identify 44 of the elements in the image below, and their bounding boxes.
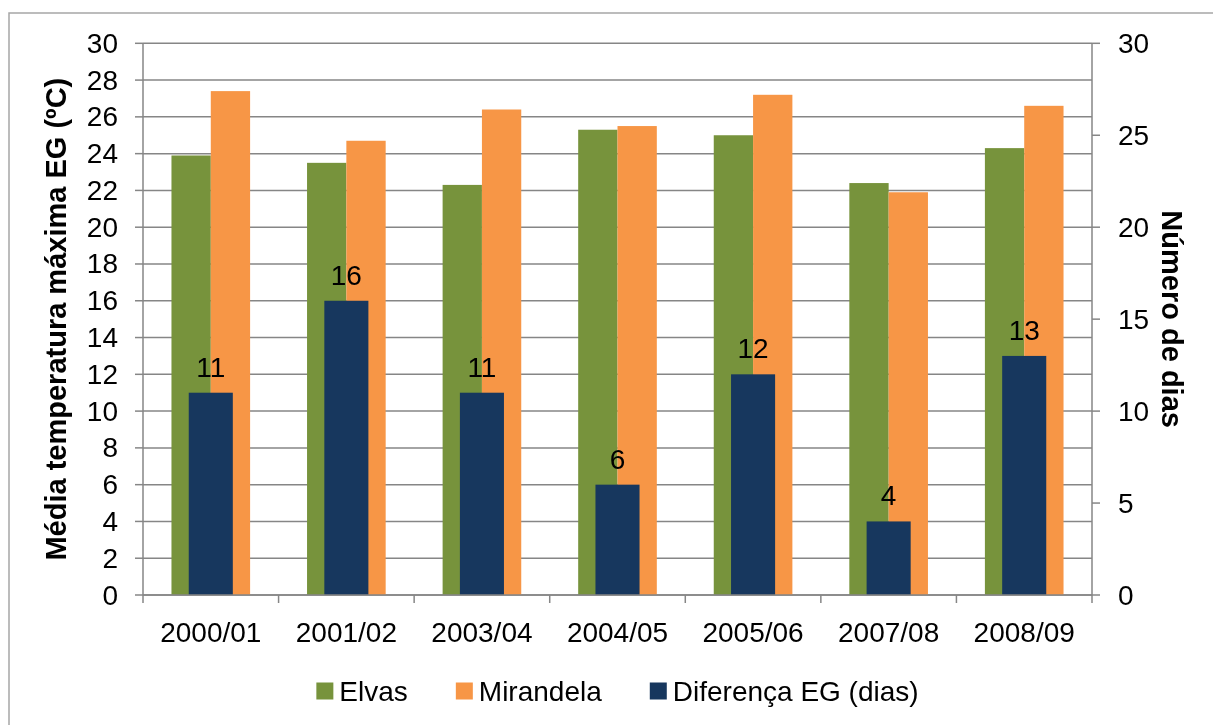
data-label: 11 [467,351,497,383]
x-tick-label: 2000/01 [160,617,262,648]
bar [866,521,911,595]
x-tick-label: 2004/05 [566,617,669,648]
data-label: 13 [1008,314,1040,346]
x-tick-label: 2005/06 [702,617,804,648]
legend-label: Elvas [339,675,408,707]
y-tick-label: 18 [86,248,118,280]
x-tick-label: 2003/04 [431,617,533,648]
legend-label: Mirandela [478,675,603,707]
y2-tick-label: 25 [1118,119,1150,151]
y-tick-label: 20 [86,211,118,243]
data-label: 6 [609,443,626,475]
y-tick-label: 2 [102,542,118,574]
y2-tick-label: 10 [1118,395,1150,427]
y-tick-label: 28 [86,64,118,96]
y-tick-label: 14 [86,322,118,354]
y-tick-label: 24 [86,138,118,170]
y-tick-label: 8 [102,432,118,464]
x-tick-label: 2007/08 [838,617,940,648]
y-tick-label: 16 [86,285,118,317]
y-tick-label: 4 [102,505,118,537]
y-tick-label: 0 [102,579,118,611]
y-tick-label: 26 [86,101,118,133]
data-label: 12 [737,333,769,365]
y2-tick-label: 0 [1118,579,1134,611]
legend-label: Diferença EG (dias) [672,675,919,707]
y2-tick-label: 5 [1118,487,1134,519]
y-tick-label: 10 [86,395,118,427]
y-tick-label: 6 [102,469,118,501]
y-axis-title: Média temperatura máxima EG (ºC) [40,77,72,561]
y-tick-label: 12 [86,358,118,390]
y2-tick-label: 15 [1118,303,1150,335]
y2-tick-label: 20 [1118,211,1150,243]
x-tick-label: 2001/02 [295,617,397,648]
y-tick-label: 30 [86,27,118,59]
bar [595,484,640,595]
y2-axis-title: Número de dias [1156,210,1188,428]
y-tick-label: 22 [86,174,118,206]
data-label: 11 [196,351,226,383]
data-label: 16 [330,259,362,291]
x-tick-label: 2008/09 [973,617,1075,648]
data-label: 4 [880,480,897,512]
y2-tick-label: 30 [1118,27,1150,59]
